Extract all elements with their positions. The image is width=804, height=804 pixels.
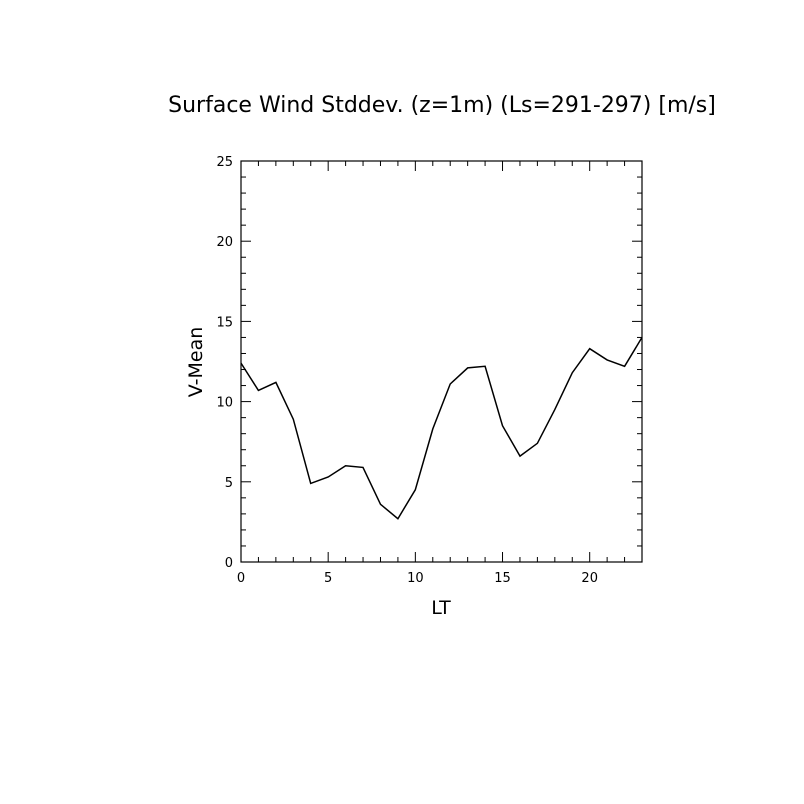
x-tick-label: 5 (324, 571, 332, 586)
x-tick-label: 10 (407, 571, 424, 586)
plot-frame (240, 160, 643, 563)
x-axis-label: LT (431, 597, 451, 619)
tick-labels-layer: 0 5 10 15 20 0 5 10 15 20 25 (216, 155, 598, 586)
y-tick-label: 10 (216, 396, 233, 411)
x-tick-label: 20 (581, 571, 598, 586)
y-tick-label: 25 (216, 155, 233, 170)
y-tick-label: 0 (225, 556, 233, 571)
y-tick-label: 20 (216, 235, 233, 250)
y-axis-label: V-Mean (185, 327, 207, 398)
ticks-layer (240, 160, 643, 563)
x-tick-label: 0 (237, 571, 245, 586)
x-tick-label: 15 (494, 571, 511, 586)
series-line (240, 337, 643, 520)
y-tick-label: 5 (225, 476, 233, 491)
y-tick-label: 15 (216, 315, 233, 330)
chart-title: Surface Wind Stddev. (z=1m) (Ls=291-297)… (168, 93, 716, 118)
